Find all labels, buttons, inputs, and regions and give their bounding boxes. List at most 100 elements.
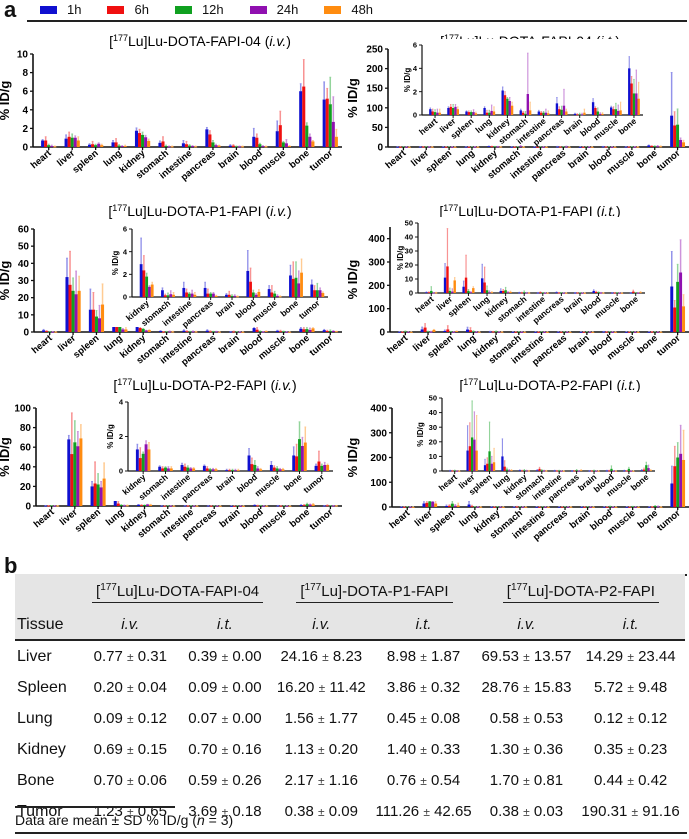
value-part: ± xyxy=(126,681,134,695)
bar-group-pancreas xyxy=(205,126,221,147)
bar-1h xyxy=(449,470,452,472)
bar-group-stomach xyxy=(518,290,531,294)
footnote-part: = 3) xyxy=(204,812,234,828)
legend-swatch xyxy=(40,5,57,14)
bar-48h xyxy=(562,470,565,472)
bar-24h xyxy=(566,506,570,508)
bar-48h xyxy=(682,306,686,332)
bar-12h xyxy=(188,331,192,333)
group-header-label: [177Lu]-DOTA-P1-FAPI xyxy=(296,582,453,603)
value-cell: 1.56 ± 1.77 xyxy=(272,703,370,734)
y-tick-label: 50 xyxy=(18,242,30,253)
bar-24h xyxy=(656,506,660,508)
bar-group-heart xyxy=(449,469,461,472)
bar-48h xyxy=(580,470,583,472)
bar-6h xyxy=(486,463,489,471)
bar-12h xyxy=(614,109,618,115)
bar-24h xyxy=(237,146,241,148)
bar-1h xyxy=(139,264,143,297)
bar-6h xyxy=(91,309,95,332)
bar-12h xyxy=(493,146,497,148)
bar-1h xyxy=(573,292,577,294)
value-part: 0.36 xyxy=(529,741,564,758)
bar-12h xyxy=(523,470,526,472)
bar-24h xyxy=(168,331,172,333)
bar-1h xyxy=(158,142,162,147)
bar-group-blood xyxy=(591,98,604,115)
biodistribution-table-wrap: [177Lu]Lu-DOTA-FAPI-04 [177Lu]-DOTA-P1-F… xyxy=(15,574,685,827)
bar-1h xyxy=(670,286,674,332)
bar-48h xyxy=(102,478,106,506)
bar-48h xyxy=(565,111,568,115)
y-axis-label: % ID/g xyxy=(396,246,405,271)
bar-12h xyxy=(281,142,285,147)
bar-6h xyxy=(557,292,561,294)
value-part: 0.12 xyxy=(633,710,668,727)
bar-1h xyxy=(464,146,468,148)
legend-item-48h: 48h xyxy=(324,2,373,17)
value-part: 0.35 xyxy=(593,741,628,758)
bar-1h xyxy=(253,505,257,506)
value-part: 0.39 xyxy=(188,648,222,665)
value-cell: 0.38 ± 0.03 xyxy=(477,796,577,827)
title-end: ) xyxy=(292,377,297,393)
legend-swatch xyxy=(174,5,192,14)
inset-background xyxy=(420,392,659,501)
bar-12h xyxy=(94,145,98,147)
bar-12h xyxy=(433,112,437,115)
bar-24h xyxy=(611,506,615,508)
bar-12h xyxy=(273,293,277,297)
x-tick-label: spleen xyxy=(70,148,100,176)
bar-1h xyxy=(299,505,303,506)
bar-1h xyxy=(202,465,206,471)
bar-1h xyxy=(605,470,609,472)
value-part: 1.70 xyxy=(489,772,524,789)
bar-12h xyxy=(294,277,298,297)
bar-6h xyxy=(537,331,541,333)
y-tick-label: 100 xyxy=(370,478,387,489)
bar-6h xyxy=(183,466,187,471)
bar-group-stomach xyxy=(158,465,173,471)
bar-group-spleen xyxy=(443,325,459,333)
bar-48h xyxy=(456,505,460,507)
bar-group-kidney xyxy=(134,127,151,147)
bar-6h xyxy=(515,506,519,508)
bar-12h xyxy=(141,134,145,147)
group-header-part: [ xyxy=(96,582,101,600)
bar-group-liver xyxy=(447,104,460,115)
bar-24h xyxy=(191,331,195,333)
y-axis-label: % ID/g xyxy=(111,251,120,276)
bar-24h xyxy=(166,468,170,471)
bar-48h xyxy=(527,470,531,472)
bar-24h xyxy=(496,146,500,148)
value-part: 1.56 xyxy=(284,710,318,727)
bar-24h xyxy=(454,106,457,115)
bar-48h xyxy=(583,112,586,115)
bar-group-heart xyxy=(429,107,441,115)
y-tick-label: 4 xyxy=(413,64,418,73)
value-part: 1.30 xyxy=(489,741,524,758)
bar-48h xyxy=(453,146,457,148)
value-part: ± xyxy=(322,650,329,664)
bar-1h xyxy=(591,102,595,115)
bar-1h xyxy=(134,130,139,147)
bar-6h xyxy=(228,470,232,471)
bar-group-kidney xyxy=(139,237,154,297)
bar-24h xyxy=(476,506,480,508)
bar-1h xyxy=(225,470,229,471)
value-part: ± xyxy=(318,743,325,757)
bar-1h xyxy=(135,327,139,332)
bar-24h xyxy=(588,331,592,333)
bar-24h xyxy=(506,292,510,294)
bar-1h xyxy=(229,331,233,333)
bar-group-spleen xyxy=(88,140,104,147)
bar-12h xyxy=(186,467,190,471)
bar-48h xyxy=(257,291,261,297)
bar-6h xyxy=(209,505,213,507)
bar-48h xyxy=(547,113,550,115)
value-part: ± xyxy=(423,805,430,819)
bar-6h xyxy=(555,470,559,472)
y-tick-label: 20 xyxy=(20,482,32,493)
y-tick-label: 80 xyxy=(20,423,32,434)
route-header: i.t. xyxy=(415,616,432,633)
